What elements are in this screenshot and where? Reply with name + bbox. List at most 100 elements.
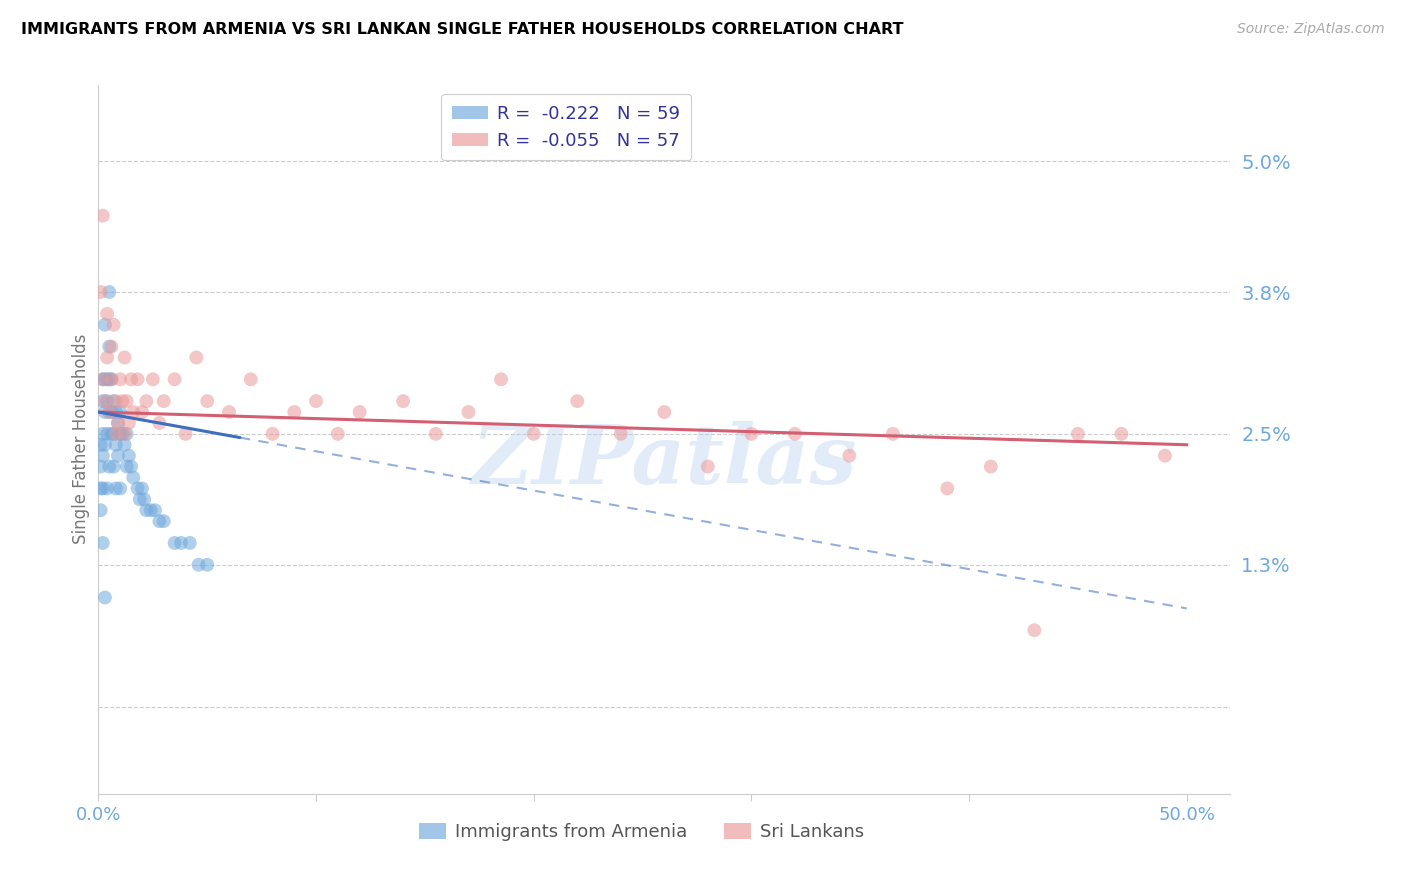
Point: [111, 426, 134, 441]
Point: [100, 372, 122, 386]
Point: [103, 426, 125, 441]
Point: [128, 492, 150, 507]
Point: [98, 405, 121, 419]
Point: [148, 416, 170, 430]
Point: [218, 405, 240, 419]
Point: [135, 394, 157, 409]
Point: [108, 482, 131, 496]
Point: [838, 449, 860, 463]
Point: [94, 405, 117, 419]
Point: [104, 438, 127, 452]
Point: [187, 558, 209, 572]
Point: [98, 340, 121, 354]
Point: [882, 426, 904, 441]
Point: [142, 372, 165, 386]
Point: [152, 514, 174, 528]
Point: [90, 503, 112, 517]
Point: [96, 307, 118, 321]
Point: [111, 394, 134, 409]
Point: [96, 351, 118, 365]
Point: [349, 405, 371, 419]
Point: [1154, 449, 1177, 463]
Point: [131, 405, 153, 419]
Point: [94, 372, 117, 386]
Point: [122, 470, 145, 484]
Point: [489, 372, 512, 386]
Point: [118, 416, 141, 430]
Point: [100, 426, 122, 441]
Point: [1067, 426, 1090, 441]
Point: [98, 405, 121, 419]
Point: [179, 536, 201, 550]
Point: [91, 482, 114, 496]
Point: [114, 438, 136, 452]
Point: [283, 405, 305, 419]
Point: [104, 405, 127, 419]
Point: [96, 482, 118, 496]
Point: [100, 405, 122, 419]
Point: [523, 426, 546, 441]
Point: [1024, 624, 1046, 638]
Point: [114, 426, 136, 441]
Point: [98, 372, 121, 386]
Point: [107, 416, 129, 430]
Point: [90, 285, 112, 299]
Point: [100, 372, 122, 386]
Point: [610, 426, 633, 441]
Point: [326, 426, 349, 441]
Point: [134, 492, 156, 507]
Point: [108, 426, 131, 441]
Point: [94, 438, 117, 452]
Point: [139, 503, 162, 517]
Point: [127, 482, 149, 496]
Point: [91, 372, 114, 386]
Point: [94, 591, 117, 605]
Point: [239, 372, 262, 386]
Point: [90, 459, 112, 474]
Point: [262, 426, 284, 441]
Point: [94, 318, 117, 332]
Point: [783, 426, 806, 441]
Point: [195, 394, 218, 409]
Point: [120, 372, 142, 386]
Point: [120, 459, 142, 474]
Point: [186, 351, 208, 365]
Text: IMMIGRANTS FROM ARMENIA VS SRI LANKAN SINGLE FATHER HOUSEHOLDS CORRELATION CHART: IMMIGRANTS FROM ARMENIA VS SRI LANKAN SI…: [21, 22, 904, 37]
Point: [936, 482, 959, 496]
Point: [115, 426, 138, 441]
Point: [567, 394, 589, 409]
Point: [980, 459, 1002, 474]
Legend: Immigrants from Armenia, Sri Lankans: Immigrants from Armenia, Sri Lankans: [412, 816, 872, 848]
Point: [457, 405, 479, 419]
Point: [108, 372, 131, 386]
Point: [98, 285, 121, 299]
Point: [107, 449, 129, 463]
Text: ZIPatlas: ZIPatlas: [471, 421, 858, 500]
Point: [115, 459, 138, 474]
Point: [652, 405, 675, 419]
Point: [103, 318, 125, 332]
Point: [90, 482, 112, 496]
Point: [118, 449, 141, 463]
Point: [100, 340, 122, 354]
Point: [91, 372, 114, 386]
Point: [696, 459, 718, 474]
Point: [98, 459, 121, 474]
Text: Source: ZipAtlas.com: Source: ZipAtlas.com: [1237, 22, 1385, 37]
Point: [96, 426, 118, 441]
Point: [91, 536, 114, 550]
Point: [103, 394, 125, 409]
Point: [148, 514, 170, 528]
Point: [152, 394, 174, 409]
Point: [170, 536, 193, 550]
Point: [127, 372, 149, 386]
Point: [91, 426, 114, 441]
Point: [122, 405, 145, 419]
Point: [103, 459, 125, 474]
Y-axis label: Single Father Households: Single Father Households: [72, 334, 90, 544]
Point: [94, 394, 117, 409]
Point: [96, 394, 118, 409]
Point: [131, 482, 153, 496]
Point: [163, 372, 186, 386]
Point: [108, 405, 131, 419]
